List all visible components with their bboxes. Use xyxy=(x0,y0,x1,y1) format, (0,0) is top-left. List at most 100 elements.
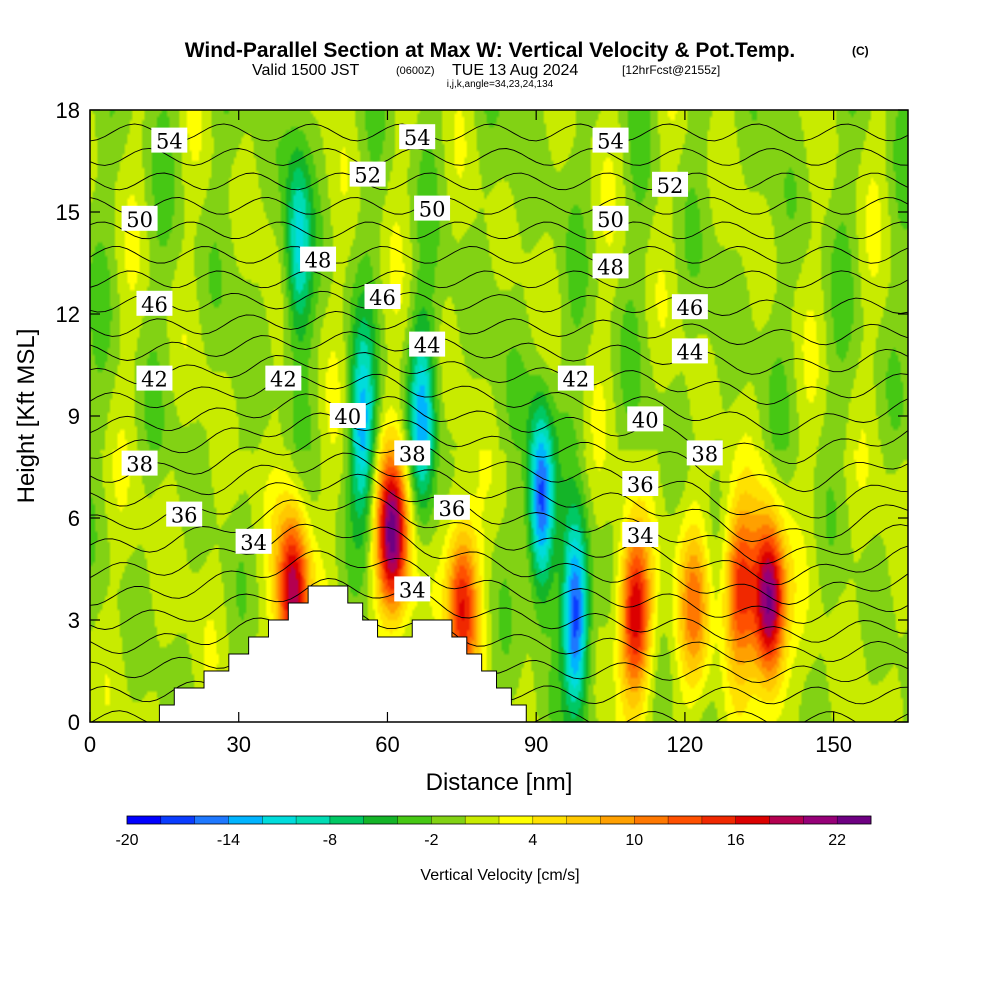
isentrope-45 xyxy=(90,352,908,406)
isentrope-label-box xyxy=(235,528,272,554)
isentrope-label-box xyxy=(136,290,173,316)
title-mark: (C) xyxy=(852,44,869,58)
isentrope-46 xyxy=(90,331,908,375)
x-tick-label: 0 xyxy=(84,732,96,757)
isentrope-label-box xyxy=(136,365,173,391)
isentrope-label: 46 xyxy=(369,286,396,310)
isentrope-label: 34 xyxy=(627,524,654,548)
colorbar-swatch xyxy=(194,816,229,824)
isentrope-label-box xyxy=(652,171,689,197)
isentrope-label-box xyxy=(671,338,708,364)
colorbar-swatch xyxy=(837,816,872,824)
isentrope-label: 44 xyxy=(414,334,441,358)
isentrope-53 xyxy=(90,172,908,191)
isentrope-label-box xyxy=(329,403,366,428)
isentrope-label: 50 xyxy=(126,208,153,232)
isentrope-label: 40 xyxy=(632,408,659,432)
isentrope-label: 36 xyxy=(627,473,654,497)
isentrope-42 xyxy=(90,412,908,493)
isentrope-label: 38 xyxy=(126,453,153,477)
colorbar-swatch xyxy=(160,816,195,824)
isentrope-label: 54 xyxy=(404,126,431,150)
y-tick-label: 18 xyxy=(56,98,80,123)
isentrope-label-box xyxy=(349,161,386,187)
colorbar-swatch xyxy=(803,816,838,824)
colorbar-swatch xyxy=(465,816,500,824)
isentrope-labels: 54 54 54 52 52 50 50 50 48 48 46 46 46 44 44 42 42 42 40 40… xyxy=(121,124,723,602)
colorbar-swatch xyxy=(634,816,669,824)
colorbar-tick-label: -8 xyxy=(323,832,337,849)
y-tick-label: 12 xyxy=(56,302,80,327)
isentrope-label-box xyxy=(399,124,436,150)
grid-indices: i,j,k,angle=34,23,24,134 xyxy=(447,79,554,90)
isentrope-label-box xyxy=(592,205,629,231)
valid-forecast: [12hrFcst@2155z] xyxy=(622,63,720,77)
isentrope-label: 46 xyxy=(676,296,703,320)
isentrope-label-box xyxy=(300,246,337,272)
isentrope-label: 54 xyxy=(597,130,624,154)
isentrope-label-box xyxy=(394,576,431,602)
isentrope-label: 48 xyxy=(305,249,332,273)
valid-date: TUE 13 Aug 2024 xyxy=(452,62,578,79)
isentrope-49 xyxy=(90,270,908,289)
colorbar-swatch xyxy=(735,816,770,824)
isentrope-label: 52 xyxy=(354,164,381,188)
x-tick-label: 90 xyxy=(524,732,548,757)
isentrope-label-box xyxy=(622,522,659,547)
isentrope-label-box xyxy=(166,501,203,527)
isentrope-label-box xyxy=(121,205,158,231)
isentrope-41 xyxy=(90,432,908,519)
isentrope-38 xyxy=(90,496,908,586)
isentrope-label: 36 xyxy=(439,497,466,521)
x-tick-label: 30 xyxy=(226,732,250,757)
colorbar-tick-label: 16 xyxy=(727,832,745,849)
terrain xyxy=(149,585,527,722)
isentrope-label: 42 xyxy=(562,368,589,392)
isentrope-label: 38 xyxy=(399,442,426,466)
isentrope-label-box xyxy=(121,450,158,476)
isentrope-label: 34 xyxy=(399,578,426,602)
colorbar-swatch xyxy=(329,816,365,824)
colorbar-swatch xyxy=(600,816,635,824)
isentrope-label-box xyxy=(409,331,446,357)
isentrope-label: 40 xyxy=(334,405,361,429)
colorbar-swatch xyxy=(431,816,466,824)
colorbar-swatch xyxy=(363,816,398,824)
colorbar-swatch xyxy=(296,816,331,824)
isentrope-37 xyxy=(90,523,908,605)
colorbar-swatch xyxy=(499,816,534,824)
isentrope-47 xyxy=(90,310,908,346)
isentrope-48 xyxy=(90,290,908,318)
isentrope-33 xyxy=(90,635,908,684)
y-tick-label: 15 xyxy=(56,200,80,225)
colorbar-swatch xyxy=(127,816,162,824)
y-axis-label: Height [Kft MSL] xyxy=(13,329,40,504)
y-tick-label: 0 xyxy=(68,710,80,735)
isentrope-label-box xyxy=(627,406,664,432)
colorbar-swatch xyxy=(262,816,297,824)
colorbar-swatch xyxy=(566,816,601,824)
isentrope-51 xyxy=(90,221,908,240)
isentrope-label-box xyxy=(364,284,401,309)
chart-title: Wind-Parallel Section at Max W: Vertical… xyxy=(185,39,796,62)
isentrope-label-box xyxy=(686,440,723,466)
valid-prefix: Valid 1500 JST xyxy=(252,62,360,79)
isentrope-label: 44 xyxy=(676,340,703,364)
x-tick-label: 120 xyxy=(667,732,704,757)
isentrope-44 xyxy=(90,373,908,435)
isentrope-lines xyxy=(90,123,908,722)
isentrope-label-box xyxy=(622,471,659,496)
isentrope-43 xyxy=(90,393,908,464)
x-tick-label: 150 xyxy=(815,732,852,757)
colorbar-tick-label: 22 xyxy=(828,832,846,849)
x-axis-label: Distance [nm] xyxy=(426,769,573,796)
isentrope-55 xyxy=(90,123,908,142)
isentrope-39 xyxy=(90,473,908,565)
isentrope-label: 50 xyxy=(419,198,446,222)
isentrope-label: 52 xyxy=(657,174,684,198)
isentrope-label: 48 xyxy=(597,255,624,279)
isentrope-label-box xyxy=(671,294,708,320)
isentrope-label: 50 xyxy=(597,208,624,232)
isentrope-label: 46 xyxy=(141,293,168,317)
isentrope-label: 36 xyxy=(171,504,198,528)
